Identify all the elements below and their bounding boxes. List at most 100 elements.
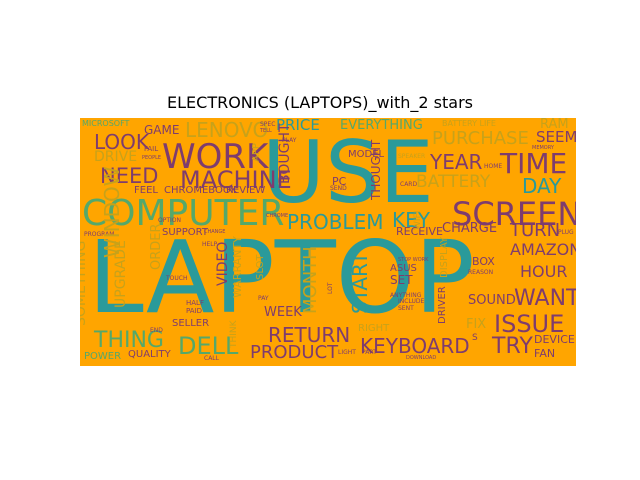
word-model: MODEL bbox=[348, 149, 385, 160]
word-video: VIDEO bbox=[215, 241, 231, 286]
word-chromebook: CHROMEBOOK bbox=[164, 185, 238, 196]
word-support: SUPPORT bbox=[162, 227, 208, 238]
word-bought: BOUGHT bbox=[277, 123, 293, 184]
word-memory: MEMORY bbox=[532, 145, 554, 151]
word-home: HOME bbox=[484, 163, 503, 170]
word-price: PRICE bbox=[276, 118, 320, 134]
word-program: PROGRAM bbox=[84, 231, 115, 238]
word-problem: PROBLEM bbox=[287, 210, 384, 234]
word-upgrade: UPGRADE bbox=[113, 240, 129, 308]
word-key: KEY bbox=[392, 208, 430, 232]
word-need: NEED bbox=[100, 164, 159, 188]
word-year: YEAR bbox=[430, 150, 483, 174]
word-card: CARD bbox=[400, 181, 418, 188]
word-issue: ISSUE bbox=[494, 310, 565, 338]
word-download: DOWNLOAD bbox=[406, 355, 437, 361]
word-fail: FAIL bbox=[144, 145, 159, 153]
word-play: PLAY bbox=[282, 137, 297, 144]
word-think: THINK bbox=[229, 320, 239, 348]
word-turn: TURN bbox=[510, 220, 561, 241]
word-purchase: PURCHASE bbox=[432, 128, 529, 149]
word-lenovo: LENOVO bbox=[185, 118, 269, 142]
word-chrome: CHROME bbox=[266, 213, 289, 219]
word-receive: RECEIVE bbox=[396, 225, 443, 238]
word-speaker: SPEAKER bbox=[398, 153, 426, 160]
word-battery: BATTERY bbox=[416, 172, 491, 192]
word-include: INCLUDE bbox=[398, 298, 425, 305]
word-use: USE bbox=[262, 123, 434, 223]
word-warranty: WARRANTY bbox=[231, 236, 244, 298]
word-option: OPTION bbox=[158, 217, 181, 224]
word-driver: DRIVER bbox=[437, 286, 448, 324]
word-s: S bbox=[472, 333, 478, 343]
word-end: END bbox=[150, 327, 163, 334]
word-machine: MACHINE bbox=[180, 166, 292, 194]
word-product: PRODUCT bbox=[250, 342, 339, 363]
word-seller: SELLER bbox=[172, 318, 210, 329]
word-right: RIGHT bbox=[358, 323, 390, 334]
word-lot: LOT bbox=[327, 282, 334, 294]
word-laptop: LAPTOP bbox=[88, 219, 475, 336]
word-spec: SPEC bbox=[260, 121, 276, 128]
word-time: TIME bbox=[500, 147, 568, 180]
word-box: BOX bbox=[472, 255, 495, 268]
word-game: GAME bbox=[144, 123, 180, 137]
word-reason: REASON bbox=[468, 269, 494, 276]
word-hour: HOUR bbox=[520, 262, 568, 281]
word-try: TRY bbox=[492, 334, 533, 359]
word-quality: QUALITY bbox=[128, 349, 171, 360]
word-anything: ANYTHING bbox=[390, 292, 422, 299]
word-screen: SCREEN bbox=[452, 195, 576, 233]
word-fix: FIX bbox=[466, 317, 487, 332]
word-day: DAY bbox=[522, 174, 562, 198]
word-microsoft: MICROSOFT bbox=[82, 119, 130, 128]
word-cloud: LAPTOP USE COMPUTER WORK MACHINE SCREEN … bbox=[80, 118, 576, 366]
word-fan: FAN bbox=[534, 347, 556, 360]
word-amazon: AMAZON bbox=[510, 240, 576, 259]
word-paid: PAID bbox=[186, 307, 203, 315]
word-light: LIGHT bbox=[338, 349, 356, 356]
word-change: CHANGE bbox=[204, 229, 226, 235]
word-app: APP bbox=[251, 143, 262, 162]
word-work: WORK bbox=[162, 137, 269, 177]
word-device: DEVICE bbox=[534, 333, 575, 346]
word-pay: PAY bbox=[258, 295, 269, 302]
word-something: SOMETHING bbox=[80, 240, 89, 326]
word-everything: EVERYTHING bbox=[340, 118, 423, 133]
word-start: START bbox=[348, 252, 372, 314]
word-people: PEOPLE bbox=[142, 155, 162, 161]
word-display: DISPLAY bbox=[439, 236, 450, 278]
word-help: HELP bbox=[202, 241, 218, 248]
word-thought: THOUGHT bbox=[369, 139, 383, 200]
word-call: CALL bbox=[204, 355, 219, 362]
word-want: WANT bbox=[514, 286, 576, 311]
word-tell: TELL bbox=[260, 128, 272, 134]
chart-title: ELECTRONICS (LAPTOPS)_with_2 stars bbox=[167, 93, 473, 112]
word-half: HALF bbox=[186, 299, 204, 307]
word-ram: RAM bbox=[540, 118, 569, 132]
word-send: SEND bbox=[330, 185, 347, 192]
word-feel: FEEL bbox=[134, 185, 158, 196]
word-drive: DRIVE bbox=[94, 149, 138, 165]
word-stop-work: STOP WORK bbox=[398, 257, 429, 263]
word-dell: DELL bbox=[178, 332, 239, 360]
word-look: LOOK bbox=[94, 130, 150, 154]
word-asus: ASUS bbox=[390, 263, 417, 274]
word-set: SET bbox=[390, 273, 413, 287]
word-return: RETURN bbox=[268, 323, 351, 347]
word-charge: CHARGE bbox=[442, 221, 498, 236]
word-thing: THING bbox=[94, 328, 164, 353]
word-keyboard: KEYBOARD bbox=[360, 334, 470, 358]
word-order: ORDER bbox=[149, 223, 164, 270]
word-seem: SEEM bbox=[536, 128, 576, 146]
word-slot: SLOT bbox=[255, 254, 266, 280]
word-computer: COMPUTER bbox=[82, 193, 285, 234]
word-touch: TOUCH bbox=[166, 275, 188, 282]
word-pc: PC bbox=[332, 175, 347, 188]
word-month: MONTH bbox=[300, 246, 321, 314]
word-part: PART bbox=[362, 349, 377, 356]
word-sent: SENT bbox=[398, 305, 414, 312]
word-battery-life: BATTERY LIFE bbox=[442, 119, 496, 128]
word-review: REVIEW bbox=[226, 185, 266, 196]
word-power: POWER bbox=[84, 351, 122, 362]
